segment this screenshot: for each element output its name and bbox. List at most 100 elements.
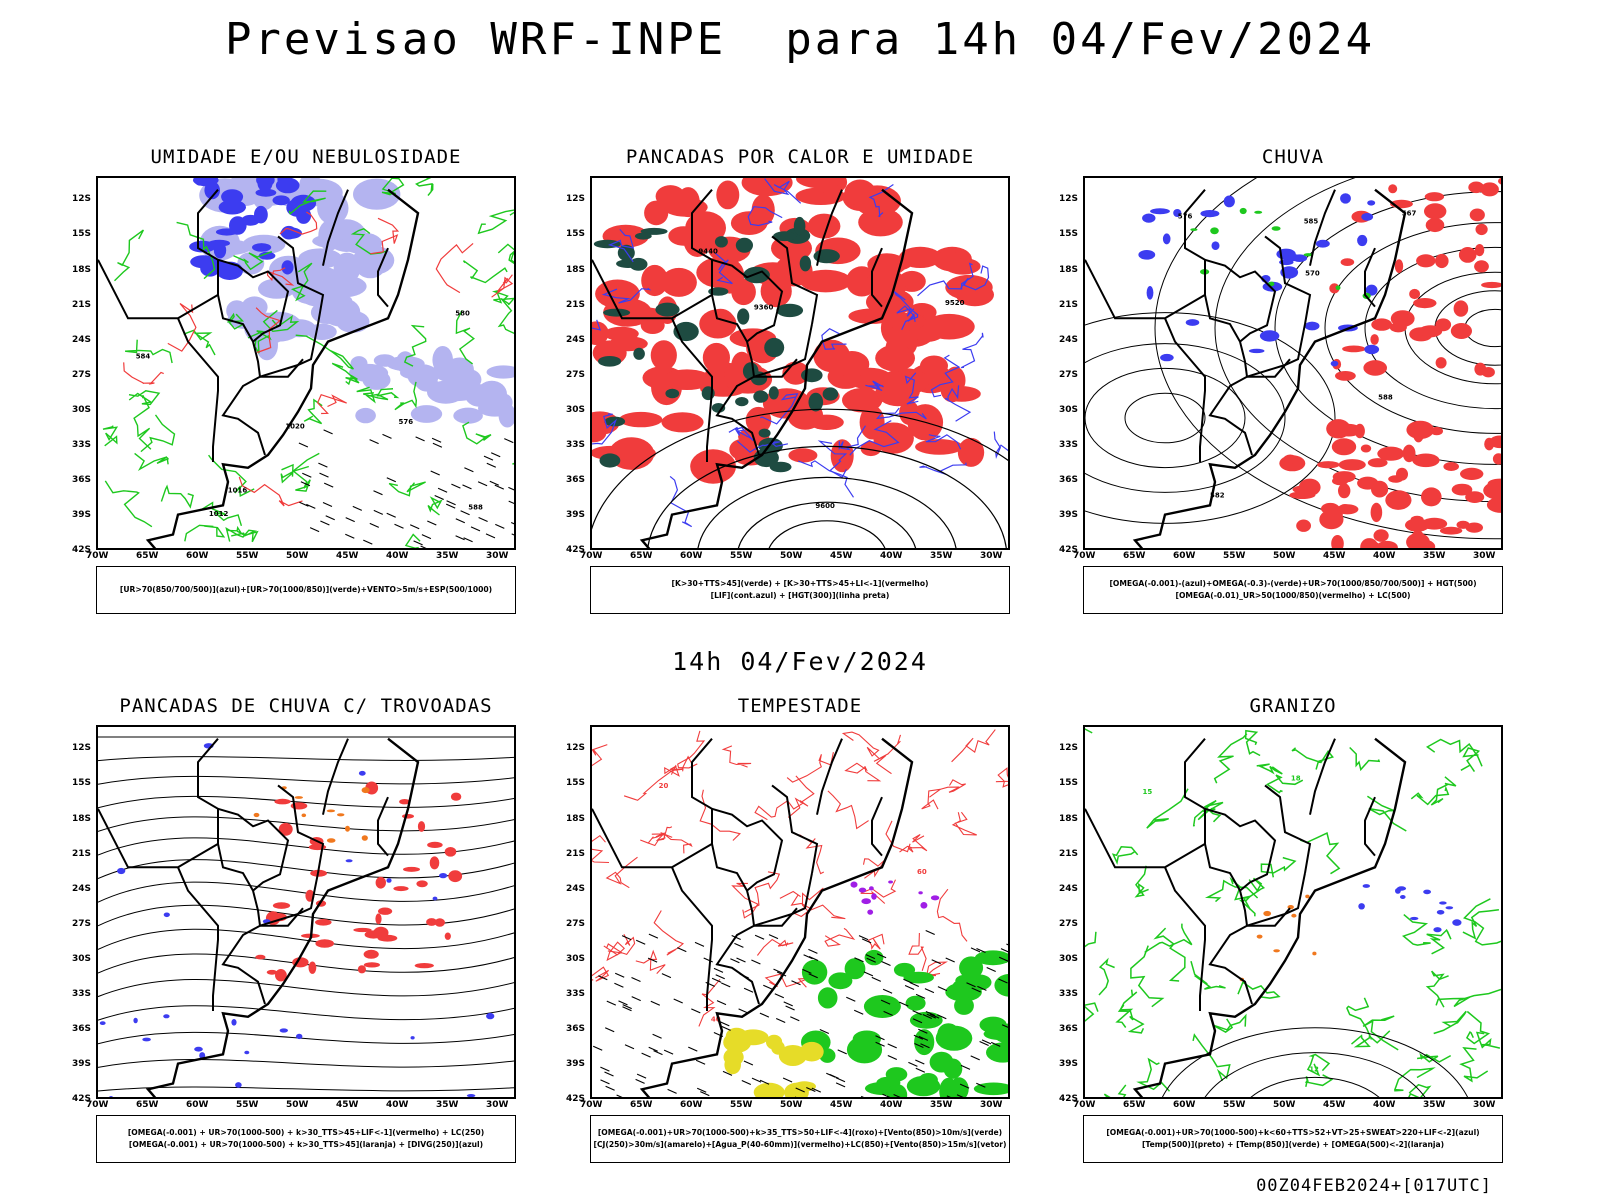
wind-vector xyxy=(600,1066,610,1072)
wind-vector xyxy=(1006,943,1008,946)
instability-red-area xyxy=(875,344,915,372)
coastline xyxy=(639,737,914,1097)
rain-red-area xyxy=(1458,247,1477,263)
thunderstorm-orange-area xyxy=(337,813,345,817)
border-line xyxy=(1309,189,1336,266)
wind-vector xyxy=(494,484,505,490)
rain-red-area xyxy=(1342,345,1366,353)
wind-vector xyxy=(369,439,379,445)
wind850-green-area xyxy=(986,1042,1008,1063)
humidity-high-area xyxy=(254,205,268,224)
hail-blue-area xyxy=(1400,895,1406,899)
omega-orange-area xyxy=(1305,894,1310,899)
border-line xyxy=(691,738,760,1005)
wind-vector xyxy=(622,1006,632,1012)
border-line xyxy=(1164,317,1206,462)
wind-vector xyxy=(882,1093,891,1097)
border-line xyxy=(1309,738,1336,815)
thunderstorm-red-area xyxy=(266,969,278,975)
instability-green-area xyxy=(793,216,806,236)
hgt500-contour xyxy=(1085,343,1286,493)
rain-blue-area xyxy=(1248,348,1265,354)
divergence-blue-area xyxy=(194,1046,203,1052)
humidity-low-contour xyxy=(292,452,320,492)
lif-contour xyxy=(669,475,693,528)
wind-vector xyxy=(618,1000,628,1006)
map-plot: 40 20 60 xyxy=(592,729,1008,1097)
rain-red-area xyxy=(1435,357,1447,369)
mid-title: 14h 04/Fev/2024 xyxy=(672,647,928,676)
humidity-700-area xyxy=(258,278,296,299)
storm-purple-area xyxy=(920,902,928,909)
wind-vector xyxy=(914,1042,924,1049)
wind-vector xyxy=(432,442,443,448)
wind-vector xyxy=(604,1027,615,1033)
humidity-low-contour xyxy=(427,496,443,516)
humidity-low-contour xyxy=(512,462,514,465)
streamline-250 xyxy=(98,904,514,927)
rain-red-area xyxy=(1402,444,1416,463)
precipitable-water-contour xyxy=(908,932,927,971)
lat-tick-label: 15S xyxy=(1059,778,1079,789)
rain-red-area xyxy=(1481,281,1501,289)
wind-vector xyxy=(386,512,396,518)
humidity-low-contour xyxy=(497,297,514,335)
humidity-low-contour xyxy=(102,425,119,447)
lat-tick-label: 21S xyxy=(566,848,586,859)
humidity-high-area xyxy=(275,178,300,194)
wind-vector xyxy=(463,537,473,543)
lat-tick-label: 42S xyxy=(566,545,586,555)
precipitable-water-contour xyxy=(651,832,666,842)
wind-vector xyxy=(783,1001,793,1007)
streamline-250 xyxy=(98,756,514,762)
lat-tick-label: 42S xyxy=(1059,545,1079,555)
lon-tick-label: 55W xyxy=(236,1100,259,1110)
wind-vector xyxy=(673,998,683,1004)
wind-vector xyxy=(309,527,320,533)
temp850-contour xyxy=(1115,989,1138,1028)
lat-tick-label: 24S xyxy=(1059,334,1079,345)
divergence-blue-area xyxy=(358,770,366,776)
omega-orange-area xyxy=(1291,913,1297,918)
border-line xyxy=(260,907,304,927)
wind-vector xyxy=(734,942,744,948)
rain-green-area xyxy=(1190,228,1198,231)
wind850-green-area xyxy=(914,1029,935,1056)
humidity-high-area xyxy=(258,251,276,260)
temp850-contour xyxy=(1433,1010,1467,1035)
rain-green-area xyxy=(1335,285,1341,290)
wind-vector xyxy=(663,1049,674,1055)
instability-red-area xyxy=(608,437,655,470)
border-line xyxy=(1364,247,1376,308)
border-line xyxy=(754,907,798,927)
border-line xyxy=(753,323,813,378)
instability-red-area xyxy=(834,351,870,378)
instability-red-area xyxy=(923,313,975,340)
wind-vector xyxy=(795,1087,805,1093)
instability-red-area xyxy=(935,250,961,271)
wind-vector xyxy=(860,1095,864,1097)
precipitable-water-contour xyxy=(939,779,966,793)
streamline-250 xyxy=(98,928,514,950)
hail-blue-area xyxy=(1358,903,1365,910)
storm-purple-area xyxy=(867,909,874,915)
jet-yellow-area xyxy=(737,1029,769,1046)
wind-vector xyxy=(945,957,955,963)
storm-purple-area xyxy=(861,898,871,905)
rain-red-area xyxy=(1450,323,1472,339)
divergence-blue-area xyxy=(386,878,392,883)
lon-tick-label: 60W xyxy=(680,551,703,561)
wind850-green-area xyxy=(852,1030,881,1048)
rain-red-area xyxy=(1412,453,1440,468)
thunderstorm-red-area xyxy=(403,866,420,872)
lat-tick-label: 24S xyxy=(72,883,92,894)
rain-blue-area xyxy=(1315,239,1330,248)
wind-vector xyxy=(979,1040,989,1047)
rain-red-area xyxy=(1416,254,1436,268)
lif-contour xyxy=(875,407,927,420)
border-line xyxy=(671,866,713,1011)
border-line xyxy=(1247,358,1291,378)
wind-vector xyxy=(736,957,746,963)
legend-line: [OMEGA(-0.01)_UR>50(1000/850)(vermelho) … xyxy=(1175,591,1411,600)
lif-contour xyxy=(607,229,635,263)
